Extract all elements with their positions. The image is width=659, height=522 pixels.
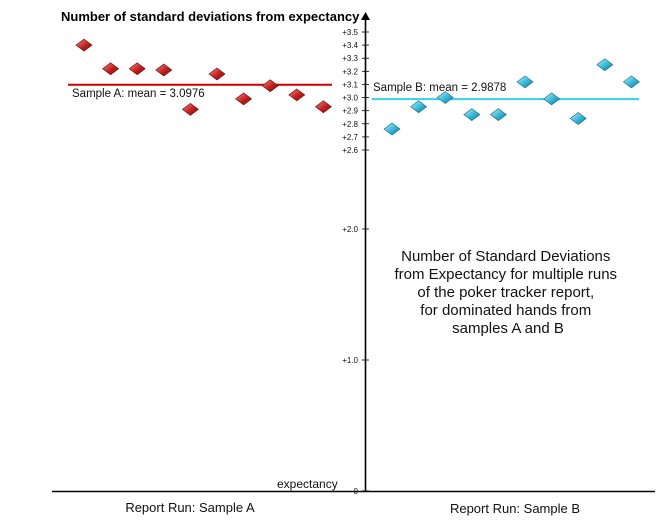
data-point (543, 92, 561, 106)
data-point (314, 100, 332, 114)
data-point (75, 38, 93, 52)
data-point (128, 62, 146, 76)
y-zero-label: expectancy (277, 477, 338, 491)
y-tick-label: 0 (354, 487, 359, 496)
y-axis-arrow-icon (361, 12, 370, 20)
data-point (383, 122, 401, 136)
data-point (622, 75, 640, 89)
y-tick-label: +2.0 (342, 225, 358, 234)
data-point (181, 102, 199, 116)
annotation-line-3: of the poker tracker report, (417, 284, 594, 301)
y-tick-label: +3.0 (342, 94, 358, 103)
annotation-line-5: samples A and B (452, 320, 564, 337)
y-tick-label: +2.6 (342, 146, 358, 155)
mean-label-sample-b: Sample B: mean = 2.9878 (373, 82, 506, 94)
data-point (155, 63, 173, 77)
y-tick-label: +2.7 (342, 133, 358, 142)
y-tick-label: +3.3 (342, 54, 358, 63)
y-tick-label: +2.8 (342, 120, 358, 129)
data-point (235, 92, 253, 106)
category-label-sample-a: Report Run: Sample A (125, 500, 255, 515)
category-label-sample-b: Report Run: Sample B (450, 501, 580, 516)
y-tick-label: +1.0 (342, 356, 358, 365)
y-tick-label: +3.4 (342, 41, 358, 50)
data-point (436, 91, 454, 104)
annotation-line-4: for dominated hands from (420, 302, 591, 319)
y-tick-label: +2.9 (342, 107, 358, 116)
annotation-line-2: from Expectancy for multiple runs (394, 266, 617, 283)
annotation-text: Number of Standard Deviations from Expec… (394, 248, 621, 337)
series-sample-a (75, 38, 332, 116)
y-tick-label: +3.2 (342, 67, 358, 76)
annotation-line-1: Number of Standard Deviations (401, 248, 610, 265)
data-point (596, 58, 614, 72)
y-axis-ticks: +3.5 +3.4 +3.3 +3.2 +3.1 +3.0 +2.9 +2.8 +2.7 +2.6… (342, 28, 369, 496)
data-point (489, 108, 507, 121)
data-point (463, 108, 481, 121)
data-point (410, 100, 428, 114)
data-point (569, 112, 587, 125)
mean-label-sample-a: Sample A: mean = 3.0976 (72, 88, 205, 100)
data-point (261, 79, 279, 93)
data-point (102, 62, 120, 76)
data-point (208, 67, 226, 81)
series-sample-b (383, 58, 640, 136)
y-tick-label: +3.5 (342, 28, 358, 37)
data-point (516, 75, 534, 89)
y-tick-label: +3.1 (342, 80, 358, 89)
y-axis-title: Number of standard deviations from expec… (61, 9, 360, 24)
data-point (288, 88, 306, 102)
